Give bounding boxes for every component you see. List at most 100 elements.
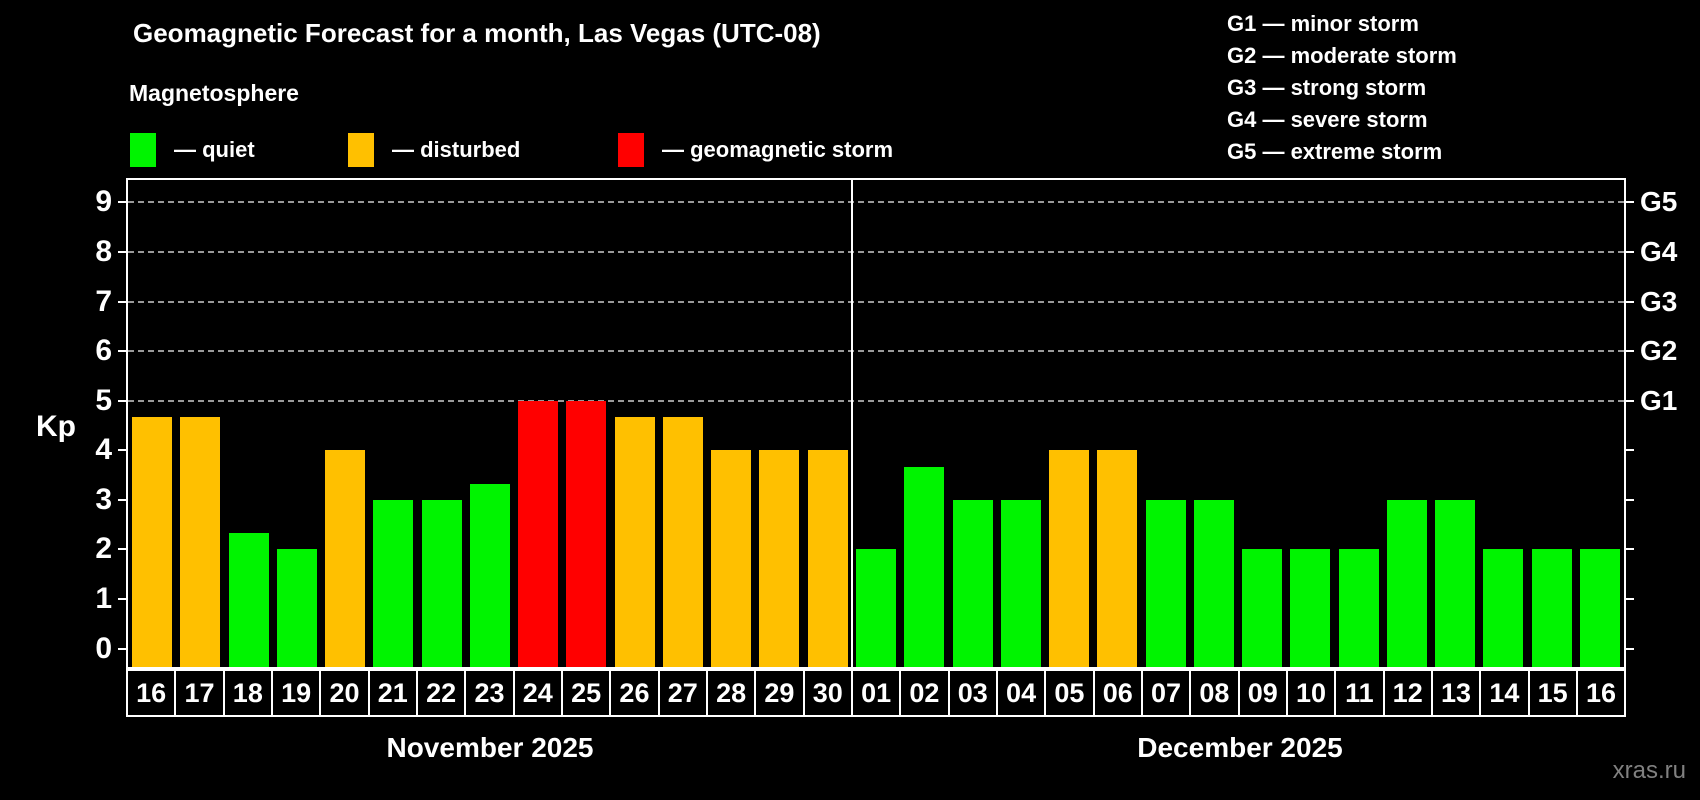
kp-bar-day-22-nov (421, 499, 462, 667)
plot-area (126, 178, 1626, 669)
kp-bar-day-29-nov (759, 450, 800, 667)
left-tick-kp4 (118, 449, 126, 452)
kp-bar-day-16-nov (132, 417, 173, 667)
right-tick-kp3 (1626, 498, 1634, 501)
month-label-december: December 2025 (1137, 732, 1343, 763)
kp-bar-day-01-dec (856, 549, 896, 667)
storm-scale-g1: G1 — minor storm (1227, 11, 1419, 36)
y-axis-tick-label-7: 7 (95, 284, 112, 318)
right-axis-label-g4: G4 (1640, 235, 1678, 267)
right-tick-kp9 (1626, 201, 1634, 204)
day-cell-24-nov: 24 (514, 669, 563, 717)
kp-bar-day-23-nov (469, 483, 510, 667)
kp-bar-day-15-dec (1531, 549, 1572, 667)
day-cell-17-nov: 17 (176, 669, 225, 717)
y-axis-tick-label-2: 2 (95, 532, 112, 566)
y-axis-tick-label-3: 3 (95, 482, 112, 516)
day-cell-20-nov: 20 (321, 669, 370, 717)
watermark: xras.ru (1612, 757, 1686, 784)
day-cell-18-nov: 18 (224, 669, 273, 717)
y-axis-tick-label-4: 4 (95, 433, 112, 467)
storm-scale-g3: G3 — strong storm (1227, 75, 1427, 100)
legend-label-storm: — geomagnetic storm (662, 137, 894, 162)
day-cell-14-dec: 14 (1481, 669, 1530, 717)
storm-scale-g2: G2 — moderate storm (1227, 43, 1457, 68)
day-cell-05-dec: 05 (1046, 669, 1095, 717)
day-axis: 16 17 18 19 20 21 22 23 24 25 26 27 28 29 30 01 02 03 04 05… (126, 669, 1627, 717)
storm-scale-g5: G5 — extreme storm (1227, 139, 1443, 164)
y-axis-tick-label-9: 9 (95, 185, 112, 219)
day-cell-02-dec: 02 (901, 669, 950, 717)
kp-bar-day-30-nov (807, 450, 848, 667)
left-tick-kp0 (118, 647, 126, 650)
quiet-color-swatch (130, 133, 156, 167)
day-cell-15-dec: 15 (1529, 669, 1578, 717)
y-axis-tick-label-5: 5 (95, 383, 112, 417)
y-axis-tick-label-6: 6 (95, 334, 112, 368)
y-axis-tick-label-8: 8 (95, 234, 112, 268)
right-axis-label-g1: G1 (1640, 384, 1678, 416)
kp-bar-day-06-dec (1097, 450, 1138, 667)
day-cell-04-dec: 04 (997, 669, 1047, 717)
kp-bar-day-11-dec (1338, 549, 1379, 667)
kp-bar-day-13-dec (1435, 499, 1476, 667)
day-cell-26-nov: 26 (611, 669, 660, 717)
day-cell-06-dec: 06 (1094, 669, 1143, 717)
right-axis-label-g2: G2 (1640, 335, 1678, 367)
y-axis-label: Kp (36, 410, 76, 443)
day-cell-07-dec: 07 (1142, 669, 1192, 717)
day-cell-30-nov: 30 (804, 669, 853, 717)
month-divider-line (850, 180, 853, 667)
storm-scale-g4: G4 — severe storm (1227, 107, 1428, 132)
day-cell-22-nov: 22 (417, 669, 467, 717)
right-axis-label-g3: G3 (1640, 285, 1678, 317)
y-axis-tick-label-0: 0 (95, 631, 112, 665)
gridline-kp5 (128, 399, 1624, 402)
kp-bar-day-09-dec (1242, 549, 1283, 667)
y-axis-tick-label-1: 1 (95, 582, 112, 616)
kp-bar-day-04-dec (1000, 499, 1041, 667)
month-label-november: November 2025 (386, 732, 594, 763)
kp-bar-day-08-dec (1193, 499, 1234, 667)
day-cell-13-dec: 13 (1432, 669, 1482, 717)
chart-title: Geomagnetic Forecast for a month, Las Ve… (133, 18, 821, 48)
kp-bar-day-27-nov (662, 417, 703, 667)
kp-bar-day-03-dec (952, 499, 993, 667)
left-tick-kp6 (118, 350, 126, 353)
right-axis-label-g5: G5 (1640, 186, 1678, 218)
day-cell-27-nov: 27 (659, 669, 708, 717)
kp-bar-day-16-dec (1579, 549, 1620, 667)
left-tick-kp8 (118, 250, 126, 253)
day-cell-08-dec: 08 (1191, 669, 1240, 717)
legend-item-quiet: — quiet (130, 133, 255, 167)
kp-bar-day-18-nov (228, 533, 269, 667)
kp-bar-day-20-nov (325, 450, 366, 667)
day-cell-23-nov: 23 (466, 669, 515, 717)
chart-subtitle: Magnetosphere (129, 80, 299, 106)
day-cell-11-dec: 11 (1336, 669, 1385, 717)
kp-bar-day-19-nov (276, 549, 317, 667)
day-cell-01-dec: 01 (852, 669, 902, 717)
day-cell-28-nov: 28 (707, 669, 757, 717)
disturbed-color-swatch (348, 133, 374, 167)
legend-item-storm: — geomagnetic storm (618, 133, 893, 167)
kp-bar-day-14-dec (1483, 549, 1524, 667)
kp-bar-day-07-dec (1145, 499, 1186, 667)
kp-bar-day-17-nov (180, 417, 221, 667)
day-cell-19-nov: 19 (272, 669, 322, 717)
day-cell-25-nov: 25 (562, 669, 612, 717)
kp-bar-day-26-nov (614, 417, 655, 667)
left-tick-kp9 (118, 201, 126, 204)
left-tick-kp5 (118, 399, 126, 402)
day-cell-03-dec: 03 (949, 669, 998, 717)
gridline-kp8 (128, 250, 1624, 253)
kp-bar-day-25-nov (566, 400, 607, 667)
kp-bar-day-10-dec (1290, 549, 1331, 667)
gridline-kp6 (128, 350, 1624, 353)
day-cell-16-dec: 16 (1577, 669, 1627, 717)
kp-bar-day-02-dec (904, 466, 945, 667)
right-tick-kp7 (1626, 300, 1634, 303)
left-tick-kp2 (118, 548, 126, 551)
day-cell-16-nov: 16 (126, 669, 177, 717)
